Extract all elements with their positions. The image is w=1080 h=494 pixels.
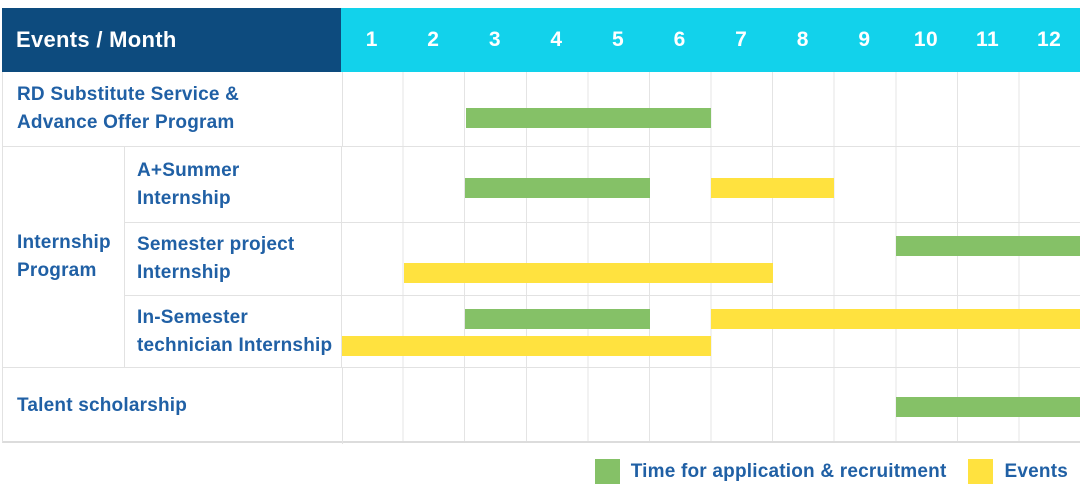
- group-label-internship-program: Internship Program: [3, 147, 125, 367]
- application-swatch-icon: [594, 459, 620, 484]
- row-in-semester-technician-internship: In-Semester technician Internship: [125, 295, 1080, 367]
- row-label-line: In-Semester: [137, 306, 248, 328]
- row-label-semester-project: Semester project Internship: [125, 223, 341, 295]
- legend: Time for application & recruitment Event…: [594, 459, 1068, 484]
- month-header-2: 2: [427, 28, 440, 51]
- row-label-line: Talent scholarship: [17, 395, 188, 416]
- month-header-11: 11: [975, 28, 1000, 51]
- month-gridlines: [342, 72, 1080, 441]
- month-header-row: 1 2 3 4 5 6 7 8 9 10 11 12: [341, 8, 1080, 72]
- row-label-line: Internship: [137, 262, 231, 283]
- events-table: Events / Month 1 2 3 4 5 6 7 8 9 10 11 1…: [2, 8, 1080, 444]
- row-a-plus-summer-internship: A+Summer Internship: [125, 147, 1080, 222]
- month-header-12: 12: [1036, 28, 1062, 51]
- month-header-8: 8: [796, 28, 809, 51]
- bar-a-plus-summer-event: [711, 178, 834, 198]
- month-header-9: 9: [858, 28, 871, 51]
- row-label-line: Advance Offer Program: [17, 112, 235, 133]
- timeline-a-plus-summer: [341, 147, 1080, 222]
- row-talent-scholarship: Talent scholarship: [3, 367, 1080, 444]
- month-header-6: 6: [673, 28, 686, 51]
- timeline-talent-scholarship: [342, 368, 1080, 444]
- row-label-line: A+Summer: [137, 159, 240, 181]
- legend-label-application: Time for application & recruitment: [630, 460, 947, 482]
- month-header-10: 10: [913, 28, 939, 51]
- legend-item-application: Time for application & recruitment: [594, 459, 947, 484]
- group-label-line: Program: [17, 260, 97, 281]
- bar-semester-project-application: [895, 236, 1080, 256]
- bar-in-semester-application: [465, 309, 650, 329]
- bar-in-semester-event-late: [711, 309, 1080, 329]
- month-header-4: 4: [550, 28, 563, 51]
- events-swatch-icon: [968, 459, 994, 484]
- row-label-line: Internship: [137, 187, 231, 209]
- timeline-in-semester-technician: [341, 296, 1080, 367]
- month-header-7: 7: [735, 28, 748, 51]
- month-header-3: 3: [488, 28, 502, 51]
- month-header-5: 5: [612, 28, 625, 51]
- bar-in-semester-event-early: [342, 336, 711, 356]
- row-label-line: Semester project: [137, 234, 295, 255]
- row-label-rd-substitute-service: RD Substitute Service & Advance Offer Pr…: [3, 72, 342, 146]
- group-rows: A+Summer Internship Semester proj: [125, 147, 1080, 367]
- timeline-semester-project: [341, 223, 1080, 295]
- timeline-rd-substitute-service: [342, 72, 1080, 146]
- bar-rd-application: [465, 108, 712, 128]
- legend-item-events: Events: [968, 459, 1068, 484]
- row-label-in-semester-technician: In-Semester technician Internship: [125, 296, 341, 367]
- legend-label-events: Events: [1004, 460, 1068, 482]
- table-title: Events / Month: [2, 8, 341, 72]
- row-semester-project-internship: Semester project Internship: [125, 222, 1080, 295]
- month-header-1: 1: [365, 28, 378, 51]
- bar-talent-scholarship-application: [895, 397, 1080, 417]
- table-header: Events / Month 1 2 3 4 5 6 7 8 9 10 11 1…: [2, 8, 1080, 72]
- row-label-a-plus-summer: A+Summer Internship: [125, 147, 341, 222]
- group-internship-program: Internship Program A+Summer Internship: [3, 146, 1080, 367]
- table-body: RD Substitute Service & Advance Offer Pr…: [2, 72, 1080, 444]
- group-label-line: Internship: [17, 232, 111, 253]
- row-label-talent-scholarship: Talent scholarship: [3, 368, 342, 444]
- bar-semester-project-event: [403, 263, 773, 283]
- row-label-line: RD Substitute Service &: [17, 84, 240, 105]
- row-label-line: technician Internship: [137, 334, 333, 356]
- bar-a-plus-summer-application: [465, 178, 650, 198]
- row-rd-substitute-service: RD Substitute Service & Advance Offer Pr…: [3, 72, 1080, 146]
